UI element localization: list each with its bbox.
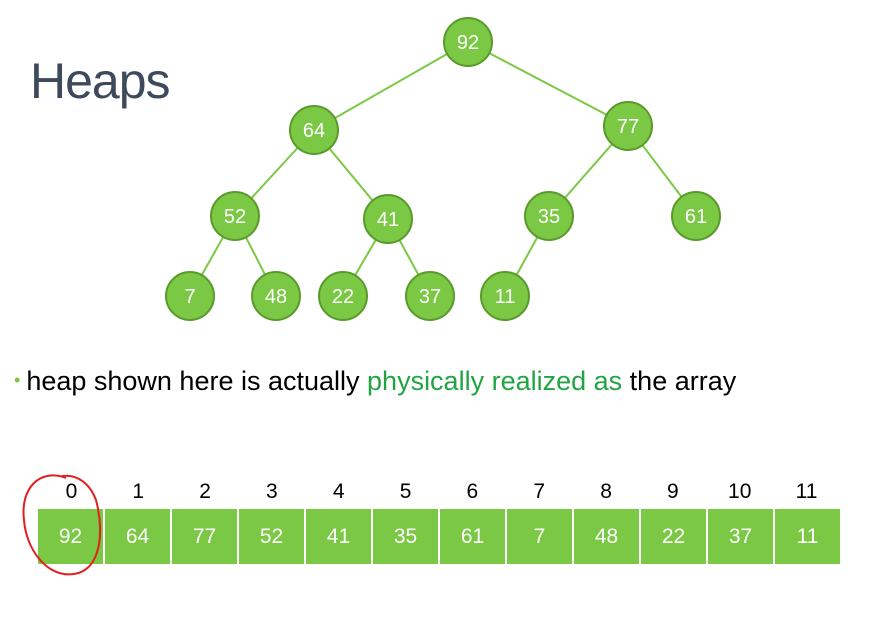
bullet-icon: • — [14, 370, 21, 390]
array-index-label: 10 — [728, 480, 752, 503]
tree-node-circle — [480, 271, 530, 321]
tree-node-circle — [165, 271, 215, 321]
tree-edge — [467, 41, 629, 127]
array-index-row: 0 1 2 3 4 5 6 7 8 9 10 11 — [38, 480, 840, 506]
tree-node: 77 — [603, 101, 653, 151]
array-index-label: 1 — [132, 480, 145, 503]
tree-node-label: 92 — [457, 32, 479, 54]
slide-title: Heaps — [30, 53, 171, 109]
tree-node-circle — [671, 191, 721, 241]
tree-node-label: 11 — [495, 286, 516, 308]
tree-node-circle — [289, 105, 339, 155]
tree-node-circle — [443, 17, 493, 67]
tree-edges — [189, 41, 697, 297]
tree-node: 92 — [443, 17, 493, 67]
tree-node: 52 — [210, 191, 260, 241]
bullet-point: • heap shown here is actually physically … — [14, 366, 736, 397]
array-cell: 64 — [105, 509, 172, 564]
array-index-label: 6 — [466, 480, 479, 503]
tree-nodes: 92 64 77 52 41 35 61 7 48 22 37 11 — [165, 17, 721, 321]
tree-node-label: 7 — [184, 286, 195, 308]
tree-node-label: 64 — [303, 120, 325, 142]
tree-node-circle — [603, 101, 653, 151]
tree-node: 64 — [289, 105, 339, 155]
tree-node-label: 22 — [332, 286, 354, 308]
array-index-label: 3 — [266, 480, 278, 503]
array-index-label: 4 — [332, 480, 345, 503]
array-cell: 77 — [172, 509, 239, 564]
array-index-label: 8 — [600, 480, 612, 503]
array-cell: 48 — [574, 509, 641, 564]
tree-node-label: 37 — [419, 286, 441, 308]
array-index-label: 5 — [399, 480, 412, 503]
tree-node-circle — [524, 191, 574, 241]
tree-node-circle — [363, 194, 413, 244]
array-index-label: 0 — [65, 480, 78, 503]
array-cell: 61 — [440, 509, 507, 564]
array-cell: 52 — [239, 509, 306, 564]
tree-node: 37 — [405, 271, 455, 321]
tree-node: 61 — [671, 191, 721, 241]
heap-tree-diagram: 92 64 77 52 41 35 61 7 48 22 37 11 — [165, 17, 721, 321]
array-index-label: 2 — [199, 480, 211, 503]
tree-node: 7 — [165, 271, 215, 321]
array-cell: 7 — [507, 509, 574, 564]
array-cell: 11 — [775, 509, 840, 564]
array-index-label: 7 — [533, 480, 546, 503]
tree-node-label: 41 — [377, 209, 399, 231]
array-index-label: 9 — [667, 480, 679, 503]
tree-node: 41 — [363, 194, 413, 244]
tree-node-circle — [251, 271, 301, 321]
tree-node: 22 — [318, 271, 368, 321]
array-cells-row: 92 64 77 52 41 35 61 7 48 22 37 11 — [38, 509, 840, 564]
array-cell: 92 — [38, 509, 105, 564]
tree-node-label: 77 — [617, 116, 639, 138]
tree-node-label: 52 — [224, 206, 246, 228]
tree-node-label: 35 — [538, 206, 560, 228]
tree-node-circle — [318, 271, 368, 321]
tree-node-label: 61 — [685, 206, 707, 228]
array-cell: 41 — [306, 509, 373, 564]
tree-node-label: 48 — [265, 286, 287, 308]
tree-node-circle — [210, 191, 260, 241]
array-cell: 22 — [641, 509, 708, 564]
bullet-text-highlight: physically realized as — [367, 366, 623, 396]
array-cell: 35 — [373, 509, 440, 564]
array-index-label: 11 — [795, 480, 818, 503]
array-cell: 37 — [708, 509, 775, 564]
tree-node: 11 — [480, 271, 530, 321]
tree-node: 35 — [524, 191, 574, 241]
bullet-text-before: heap shown here is actually — [26, 366, 360, 396]
tree-node-circle — [405, 271, 455, 321]
tree-node: 48 — [251, 271, 301, 321]
bullet-text-after: the array — [629, 366, 737, 396]
tree-edge — [313, 41, 469, 131]
